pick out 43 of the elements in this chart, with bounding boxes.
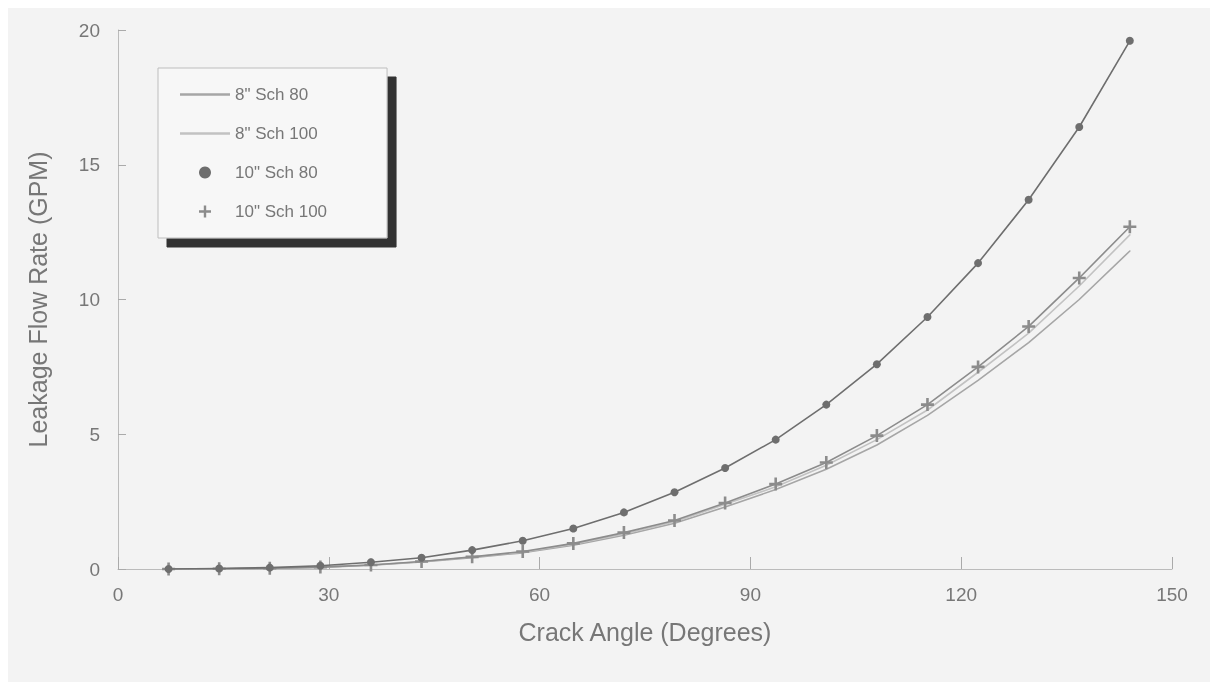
y-tick-label: 20 (78, 19, 100, 41)
point (974, 259, 983, 268)
point (1022, 319, 1036, 333)
point (569, 524, 578, 533)
point (1125, 36, 1134, 45)
point (670, 488, 679, 497)
point (872, 360, 881, 369)
point (822, 400, 831, 409)
point (566, 536, 580, 550)
point (617, 526, 631, 540)
point (468, 546, 477, 555)
point (920, 398, 934, 412)
x-tick-label: 150 (1156, 584, 1188, 605)
point (1075, 123, 1084, 132)
y-tick-label: 15 (78, 154, 100, 176)
legend-label: 10" Sch 80 (235, 163, 318, 182)
legend-label: 8" Sch 80 (235, 85, 309, 104)
x-axis-title: Crack Angle (Degrees) (518, 617, 772, 646)
point (516, 544, 530, 558)
point (518, 536, 527, 545)
point (771, 435, 780, 444)
point (819, 456, 833, 470)
y-tick-label: 5 (89, 423, 100, 445)
point (769, 477, 783, 491)
legend-label: 10" Sch 100 (235, 202, 328, 221)
y-axis-title: Leakage Flow Rate (GPM) (23, 151, 52, 448)
y-tick-label: 0 (89, 558, 100, 580)
point (721, 463, 730, 472)
x-tick-label: 90 (739, 584, 761, 605)
x-tick-label: 120 (945, 584, 978, 605)
point (923, 313, 932, 322)
point (417, 553, 426, 562)
point (1072, 271, 1086, 285)
point (668, 513, 682, 527)
point (619, 508, 628, 517)
legend-label: 8" Sch 100 (235, 124, 318, 143)
x-tick-label: 60 (529, 584, 551, 605)
point (870, 429, 884, 443)
x-tick-label: 0 (112, 584, 124, 605)
y-tick-label: 10 (78, 289, 100, 310)
x-tick-label: 30 (318, 584, 340, 605)
point (1123, 220, 1137, 234)
point (1024, 195, 1033, 204)
